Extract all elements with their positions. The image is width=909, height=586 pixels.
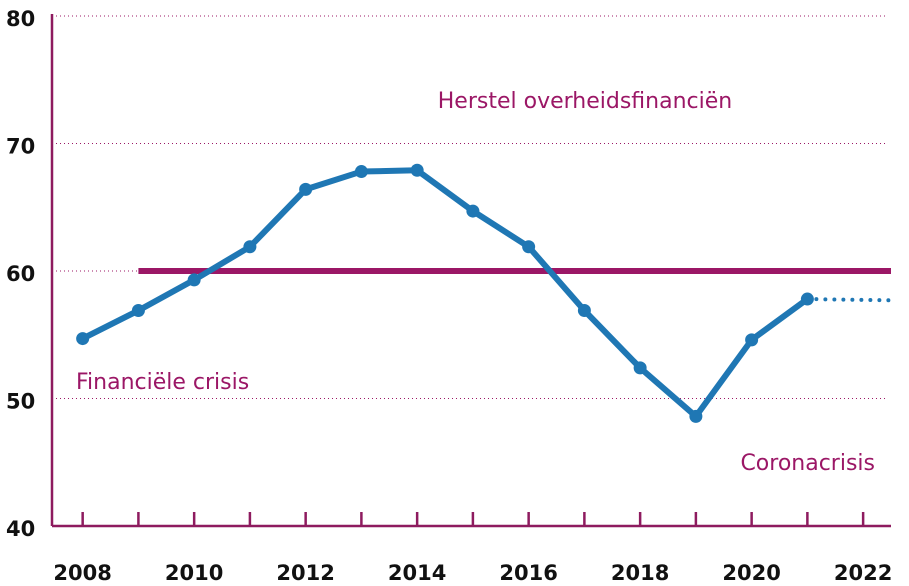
point bbox=[76, 332, 90, 346]
point bbox=[187, 273, 201, 287]
line bbox=[79, 167, 811, 420]
x-tick-label: 2018 bbox=[611, 561, 669, 585]
y-tick-label: 80 bbox=[6, 7, 35, 31]
y-tick-label: 50 bbox=[6, 390, 35, 414]
x-tick-label: 2016 bbox=[499, 561, 557, 585]
point bbox=[354, 165, 368, 179]
point bbox=[299, 182, 313, 196]
point bbox=[131, 304, 145, 318]
y-tick-label: 60 bbox=[6, 262, 35, 286]
point bbox=[689, 409, 703, 423]
point bbox=[577, 304, 591, 318]
line bbox=[805, 297, 893, 303]
point bbox=[466, 204, 480, 218]
x-tick-label: 2012 bbox=[276, 561, 334, 585]
y-tick-label: 40 bbox=[6, 517, 35, 541]
annotation: Herstel overheidsfinanciën bbox=[438, 89, 732, 114]
point bbox=[522, 240, 536, 254]
x-tick-label: 2010 bbox=[165, 561, 223, 585]
annotation: Financiële crisis bbox=[76, 370, 249, 395]
point bbox=[633, 361, 647, 375]
x-tick-label: 2020 bbox=[722, 561, 780, 585]
y-tick-label: 70 bbox=[6, 135, 35, 159]
point bbox=[243, 240, 257, 254]
point bbox=[745, 333, 759, 347]
annotation: Coronacrisis bbox=[740, 451, 875, 476]
x-tick-label: 2022 bbox=[834, 561, 892, 585]
x-tick-label: 2014 bbox=[388, 561, 446, 585]
point bbox=[410, 163, 424, 177]
x-tick-label: 2008 bbox=[53, 561, 111, 585]
